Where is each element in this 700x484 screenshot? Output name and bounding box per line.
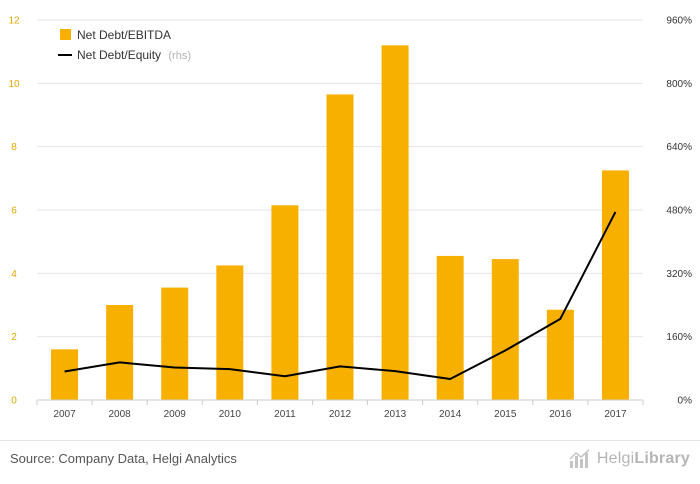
x-tick-label: 2010 xyxy=(219,409,242,420)
bar[interactable] xyxy=(51,349,79,400)
x-tick-label: 2016 xyxy=(549,409,572,420)
bar[interactable] xyxy=(381,45,409,400)
y-left-tick-label: 8 xyxy=(11,142,17,153)
x-tick-label: 2007 xyxy=(53,409,76,420)
line-point[interactable] xyxy=(171,364,179,372)
y-axis-left: 0 2 4 6 8 10 12 xyxy=(8,16,20,407)
brand-name: HelgiLibrary xyxy=(597,450,690,468)
bar[interactable] xyxy=(106,305,134,400)
source-text: Source: Company Data, Helgi Analytics xyxy=(10,451,237,466)
y-right-tick-label: 480% xyxy=(666,206,692,217)
legend-bar-label: Net Debt/EBITDA xyxy=(77,28,171,42)
x-tick-label: 2017 xyxy=(604,409,627,420)
legend-bar-swatch xyxy=(60,29,71,40)
y-axis-right: 0% 160% 320% 480% 640% 800% 960% xyxy=(666,16,692,407)
line-point[interactable] xyxy=(556,315,564,323)
bar[interactable] xyxy=(436,255,464,400)
line-point[interactable] xyxy=(446,375,454,383)
y-right-tick-label: 0% xyxy=(678,396,693,407)
line-point[interactable] xyxy=(281,372,289,380)
y-left-tick-label: 10 xyxy=(8,79,20,90)
line-point[interactable] xyxy=(226,365,234,373)
brand-name-light: Helgi xyxy=(596,450,635,467)
y-left-tick-label: 6 xyxy=(11,206,17,217)
x-tick-label: 2014 xyxy=(439,409,462,420)
x-tick-label: 2011 xyxy=(274,409,296,420)
legend-line-name: Net Debt/Equity xyxy=(77,48,161,62)
x-tick-label: 2012 xyxy=(329,409,352,420)
x-tick-label: 2015 xyxy=(494,409,517,420)
brand-logo[interactable]: HelgiLibrary xyxy=(569,448,690,470)
chart: 2007 2008 2009 2010 2011 2012 2013 2014 2015 2016… xyxy=(8,16,692,421)
line-point[interactable] xyxy=(501,347,509,355)
y-right-tick-label: 800% xyxy=(666,79,692,90)
legend-line-note: (rhs) xyxy=(168,50,191,62)
line-point[interactable] xyxy=(391,367,399,375)
bar[interactable] xyxy=(271,205,299,400)
y-right-tick-label: 640% xyxy=(666,142,692,153)
x-axis: 2007 2008 2009 2010 2011 2012 2013 2014 2015 2016… xyxy=(36,399,644,420)
line-point[interactable] xyxy=(61,368,69,376)
bar[interactable] xyxy=(491,259,519,400)
y-right-tick-label: 160% xyxy=(666,332,692,343)
y-left-tick-label: 2 xyxy=(11,332,17,343)
y-left-tick-label: 12 xyxy=(8,16,20,27)
bar[interactable] xyxy=(326,94,354,401)
footer: Source: Company Data, Helgi Analytics He… xyxy=(0,440,700,484)
x-tick-label: 2013 xyxy=(384,409,407,420)
line-point[interactable] xyxy=(116,358,124,366)
x-tick-label: 2008 xyxy=(109,409,132,420)
bar[interactable] xyxy=(216,265,244,400)
y-right-tick-label: 320% xyxy=(666,269,692,280)
bar[interactable] xyxy=(161,287,189,400)
y-left-tick-label: 0 xyxy=(11,396,17,407)
brand-name-bold: Library xyxy=(634,450,690,467)
bars xyxy=(51,45,629,401)
line-point[interactable] xyxy=(611,208,619,216)
legend-line-label: Net Debt/Equity (rhs) xyxy=(77,48,191,62)
legend: Net Debt/EBITDA Net Debt/Equity (rhs) xyxy=(58,28,191,62)
line-point[interactable] xyxy=(336,362,344,370)
y-right-tick-label: 960% xyxy=(666,16,692,27)
bar[interactable] xyxy=(601,170,629,400)
series-line xyxy=(64,211,617,381)
x-tick-label: 2009 xyxy=(164,409,187,420)
y-left-tick-label: 4 xyxy=(11,269,17,280)
line-series xyxy=(61,208,619,383)
chart-logo-icon xyxy=(569,449,590,468)
